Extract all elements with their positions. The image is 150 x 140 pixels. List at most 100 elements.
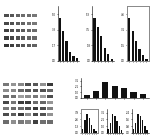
Bar — [114, 116, 116, 133]
Bar — [95, 131, 97, 133]
Bar — [21, 36, 26, 39]
Bar — [128, 18, 130, 61]
Bar — [107, 129, 109, 133]
Bar — [121, 88, 127, 98]
Bar — [11, 120, 16, 123]
Bar — [16, 36, 20, 39]
Bar — [133, 129, 134, 133]
Bar — [40, 95, 46, 98]
Bar — [146, 130, 148, 133]
Bar — [25, 101, 31, 104]
Bar — [25, 83, 31, 86]
Bar — [144, 126, 146, 133]
Bar — [47, 95, 53, 98]
Bar — [3, 101, 9, 104]
Bar — [32, 14, 37, 17]
Bar — [33, 83, 38, 86]
Bar — [21, 29, 26, 32]
Bar — [3, 89, 9, 92]
Bar — [18, 89, 24, 92]
Bar — [18, 107, 24, 110]
Bar — [10, 29, 14, 32]
Bar — [116, 121, 118, 133]
Bar — [11, 89, 16, 92]
Bar — [112, 86, 118, 98]
Bar — [4, 44, 9, 47]
Bar — [32, 22, 37, 25]
Bar — [40, 101, 46, 104]
Bar — [18, 83, 24, 86]
Bar — [135, 41, 137, 61]
Bar — [72, 56, 75, 61]
Bar — [11, 107, 16, 110]
Bar — [11, 83, 16, 86]
Bar — [140, 94, 146, 98]
Bar — [142, 55, 144, 61]
Bar — [140, 116, 141, 133]
Bar — [4, 36, 9, 39]
Bar — [27, 44, 31, 47]
Bar — [18, 101, 24, 104]
Bar — [11, 113, 16, 116]
Bar — [89, 118, 90, 133]
Bar — [47, 113, 53, 116]
Bar — [107, 54, 109, 61]
Bar — [47, 120, 53, 123]
Bar — [104, 48, 106, 61]
Bar — [10, 44, 14, 47]
Bar — [21, 22, 26, 25]
Bar — [21, 14, 26, 17]
Bar — [59, 18, 61, 61]
Bar — [93, 18, 96, 61]
Bar — [16, 29, 20, 32]
Bar — [69, 52, 71, 61]
Bar — [18, 120, 24, 123]
Bar — [86, 114, 88, 133]
Bar — [82, 129, 83, 133]
Bar — [40, 113, 46, 116]
Bar — [3, 95, 9, 98]
Bar — [27, 36, 31, 39]
Bar — [4, 29, 9, 32]
Bar — [33, 101, 38, 104]
Bar — [138, 49, 141, 61]
Bar — [65, 41, 68, 61]
Bar — [11, 101, 16, 104]
Bar — [25, 89, 31, 92]
Bar — [47, 107, 53, 110]
Bar — [102, 82, 108, 98]
Bar — [10, 14, 14, 17]
Bar — [111, 59, 113, 61]
Bar — [132, 31, 134, 61]
Bar — [40, 120, 46, 123]
Bar — [40, 89, 46, 92]
Bar — [3, 120, 9, 123]
Bar — [32, 29, 37, 32]
Bar — [4, 22, 9, 25]
Bar — [32, 36, 37, 39]
Bar — [10, 36, 14, 39]
Bar — [16, 44, 20, 47]
Bar — [33, 107, 38, 110]
Bar — [135, 123, 136, 133]
Bar — [16, 14, 20, 17]
Bar — [33, 120, 38, 123]
Bar — [110, 123, 111, 133]
Bar — [130, 92, 136, 98]
Bar — [27, 14, 31, 17]
Bar — [84, 120, 86, 133]
Bar — [121, 130, 122, 133]
Bar — [33, 95, 38, 98]
Bar — [25, 107, 31, 110]
Bar — [91, 125, 92, 133]
Bar — [93, 91, 99, 98]
Bar — [47, 101, 53, 104]
Bar — [93, 129, 95, 133]
Bar — [40, 83, 46, 86]
Bar — [119, 126, 120, 133]
Bar — [33, 113, 38, 116]
Bar — [84, 95, 90, 98]
Bar — [16, 22, 20, 25]
Bar — [18, 95, 24, 98]
Bar — [25, 95, 31, 98]
